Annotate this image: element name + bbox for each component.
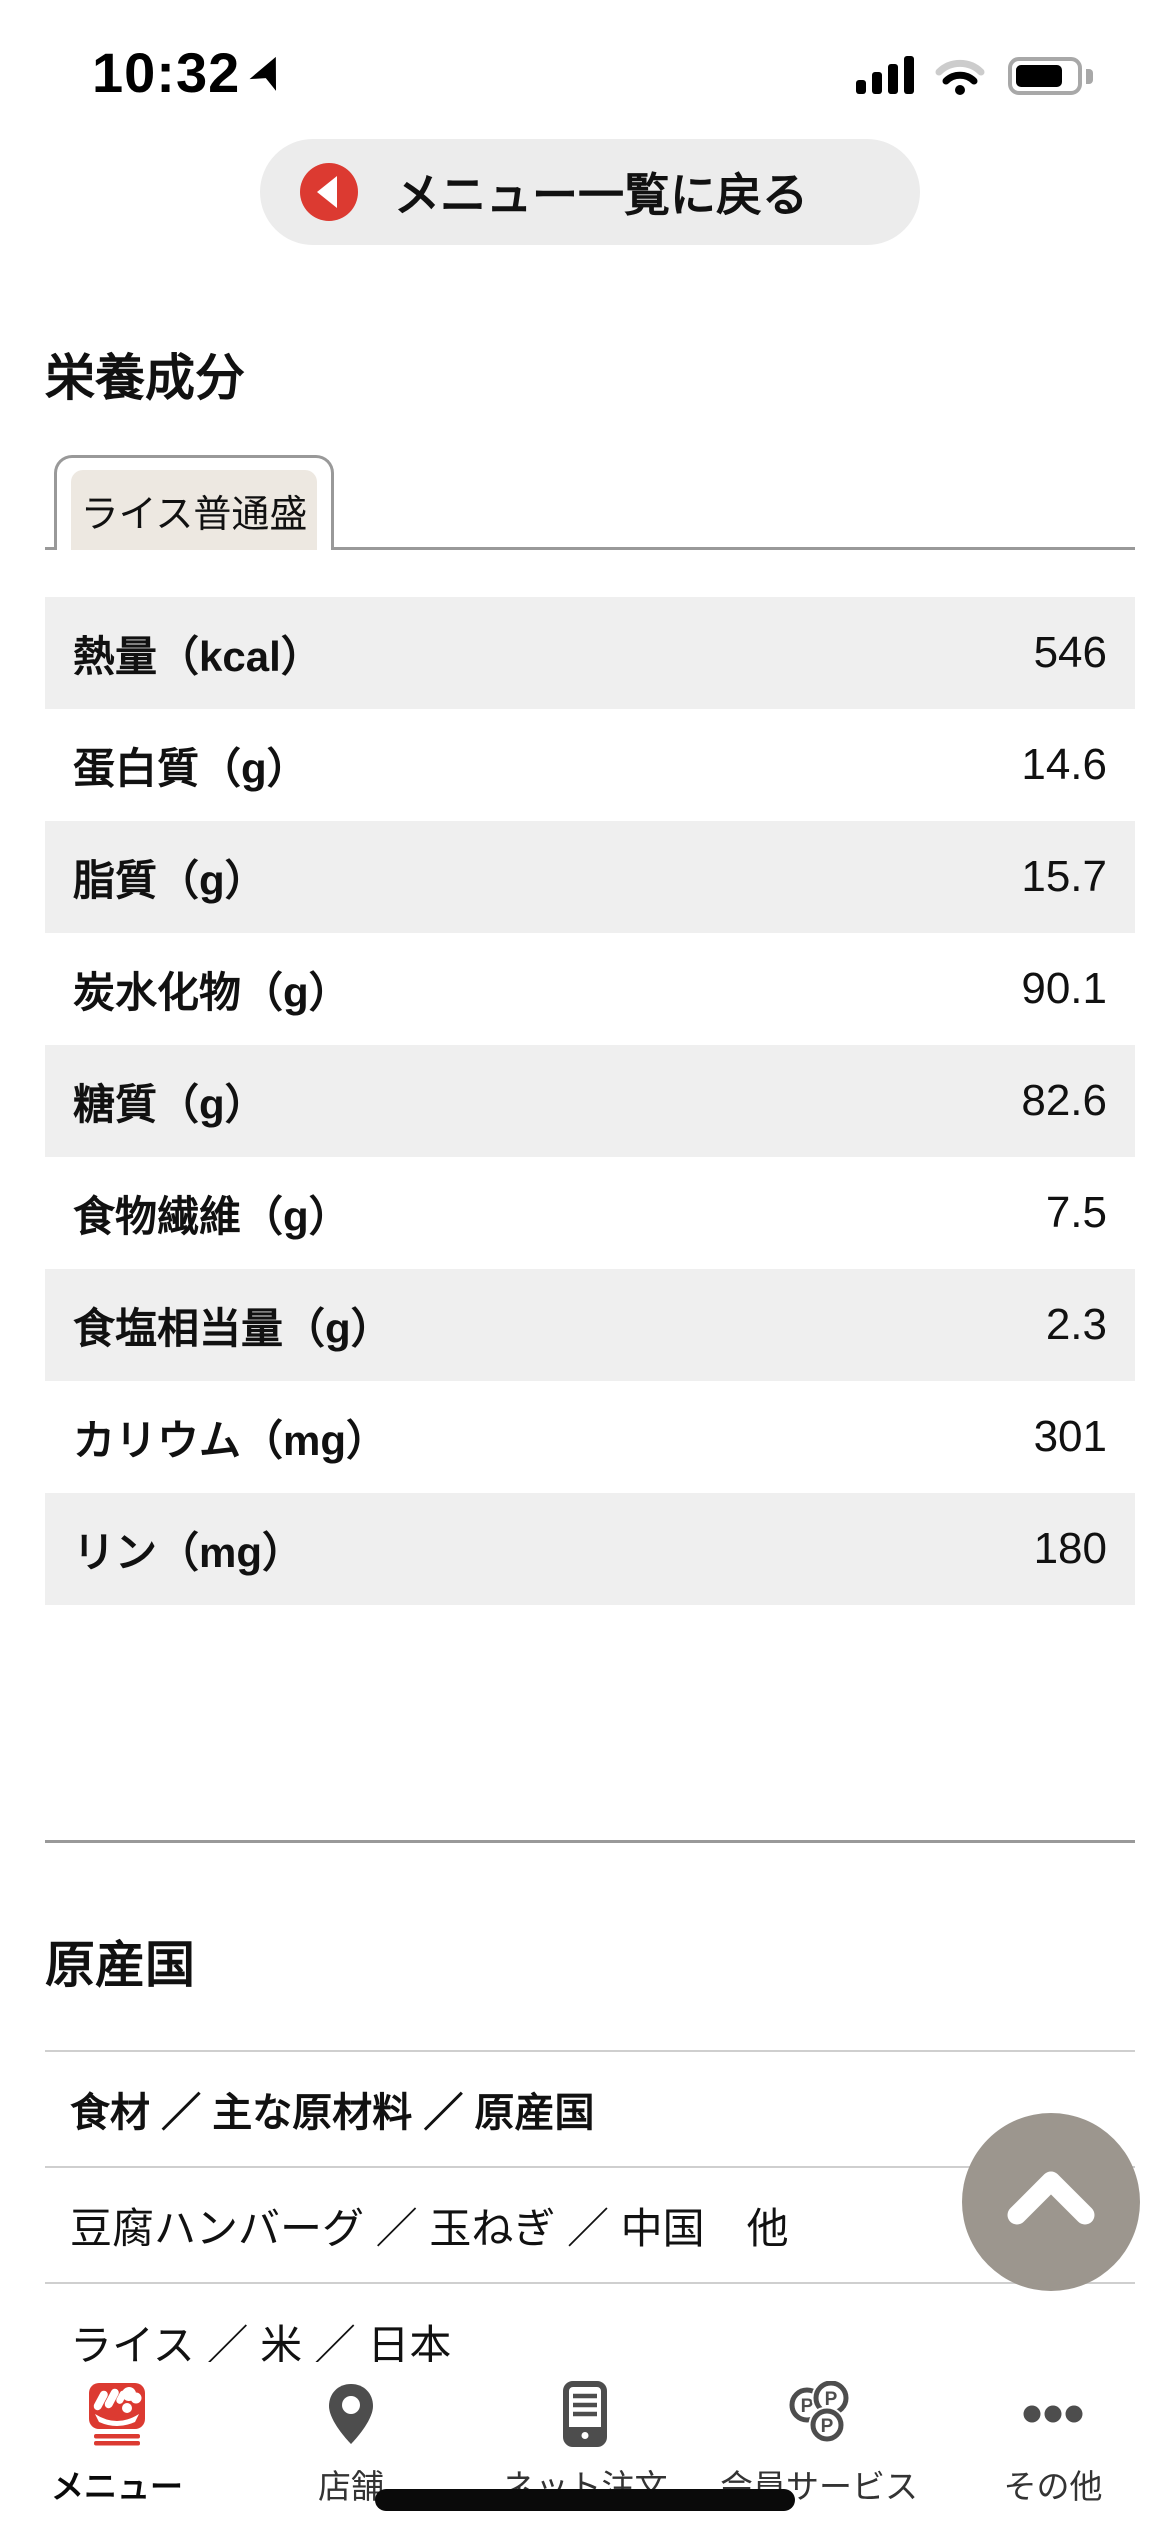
location-arrow-icon bbox=[248, 52, 288, 97]
origin-table: 食材 ／ 主な原材料 ／ 原産国 豆腐ハンバーグ ／ 玉ねぎ ／ 中国 他 ライ… bbox=[45, 2050, 1135, 2400]
row-value: 7.5 bbox=[1045, 1188, 1107, 1237]
back-button-label: メニュー一覧に戻る bbox=[394, 169, 808, 221]
table-row: リン（mg） 180 bbox=[45, 1493, 1135, 1605]
row-value: 2.3 bbox=[1045, 1300, 1107, 1349]
points-icon: P P P bbox=[786, 2380, 852, 2448]
row-value: 82.6 bbox=[1021, 1076, 1107, 1125]
nav-item-menu[interactable]: メニュー bbox=[0, 2362, 234, 2532]
battery-nub bbox=[1086, 69, 1093, 84]
back-to-menu-button[interactable]: メニュー一覧に戻る bbox=[260, 139, 920, 245]
wifi-icon bbox=[934, 58, 986, 101]
battery-fill bbox=[1016, 65, 1062, 87]
origin-section-title: 原産国 bbox=[45, 1937, 195, 1993]
table-row: 蛋白質（g） 14.6 bbox=[45, 709, 1135, 821]
table-row: 熱量（kcal） 546 bbox=[45, 597, 1135, 709]
row-label: 脂質（g） bbox=[73, 856, 267, 904]
status-time: 10:32 bbox=[92, 41, 241, 104]
row-value: 301 bbox=[1033, 1412, 1107, 1461]
row-label: カリウム（mg） bbox=[73, 1416, 389, 1464]
row-label: 食塩相当量（g） bbox=[73, 1304, 393, 1352]
table-row: 糖質（g） 82.6 bbox=[45, 1045, 1135, 1157]
nav-item-stores[interactable]: 店舗 bbox=[234, 2362, 468, 2532]
row-value: 14.6 bbox=[1021, 740, 1107, 789]
nav-item-more[interactable]: その他 bbox=[936, 2362, 1170, 2532]
row-label: リン（mg） bbox=[73, 1528, 305, 1576]
table-row: 炭水化物（g） 90.1 bbox=[45, 933, 1135, 1045]
svg-text:P: P bbox=[801, 2396, 814, 2417]
menu-sushi-icon bbox=[85, 2380, 149, 2448]
cellular-signal-icon bbox=[856, 56, 918, 99]
row-value: 15.7 bbox=[1021, 852, 1107, 901]
svg-text:P: P bbox=[821, 2416, 834, 2437]
row-value: 546 bbox=[1033, 628, 1107, 677]
nav-label: 店舗 bbox=[318, 2468, 384, 2505]
tab-rice-regular[interactable]: ライス普通盛 bbox=[54, 455, 334, 550]
scroll-to-top-button[interactable] bbox=[962, 2113, 1140, 2291]
origin-table-header: 食材 ／ 主な原材料 ／ 原産国 bbox=[45, 2052, 1135, 2168]
tab-label: ライス普通盛 bbox=[71, 470, 317, 550]
table-row: 脂質（g） 15.7 bbox=[45, 821, 1135, 933]
row-value: 180 bbox=[1033, 1524, 1107, 1573]
table-row: 食物繊維（g） 7.5 bbox=[45, 1157, 1135, 1269]
more-dots-icon bbox=[1020, 2380, 1086, 2448]
svg-text:P: P bbox=[825, 2389, 838, 2410]
nutrition-section-title: 栄養成分 bbox=[45, 350, 245, 406]
row-value: 90.1 bbox=[1021, 964, 1107, 1013]
map-pin-icon bbox=[326, 2380, 376, 2448]
chevron-up-icon bbox=[962, 2111, 1140, 2294]
row-label: 糖質（g） bbox=[73, 1080, 267, 1128]
nutrition-table: 熱量（kcal） 546 蛋白質（g） 14.6 脂質（g） 15.7 炭水化物（g）… bbox=[45, 597, 1135, 1605]
home-indicator[interactable] bbox=[375, 2489, 795, 2511]
nav-item-member-services[interactable]: P P P 会員サービス bbox=[702, 2362, 936, 2532]
battery-icon bbox=[1008, 57, 1082, 95]
table-row: 豆腐ハンバーグ ／ 玉ねぎ ／ 中国 他 bbox=[45, 2168, 1135, 2284]
table-row: カリウム（mg） 301 bbox=[45, 1381, 1135, 1493]
row-label: 熱量（kcal） bbox=[73, 632, 323, 680]
smartphone-icon bbox=[562, 2380, 608, 2448]
row-label: 食物繊維（g） bbox=[73, 1192, 351, 1240]
nav-label: その他 bbox=[1003, 2468, 1103, 2505]
section-divider bbox=[45, 1840, 1135, 1843]
back-arrow-icon bbox=[300, 163, 358, 221]
row-label: 炭水化物（g） bbox=[73, 968, 351, 1016]
table-row: 食塩相当量（g） 2.3 bbox=[45, 1269, 1135, 1381]
table-row: ライス ／ 米 ／ 日本 bbox=[70, 2321, 452, 2369]
tab-underline bbox=[45, 547, 1135, 550]
row-label: 蛋白質（g） bbox=[73, 744, 309, 792]
nav-label: メニュー bbox=[51, 2468, 183, 2505]
